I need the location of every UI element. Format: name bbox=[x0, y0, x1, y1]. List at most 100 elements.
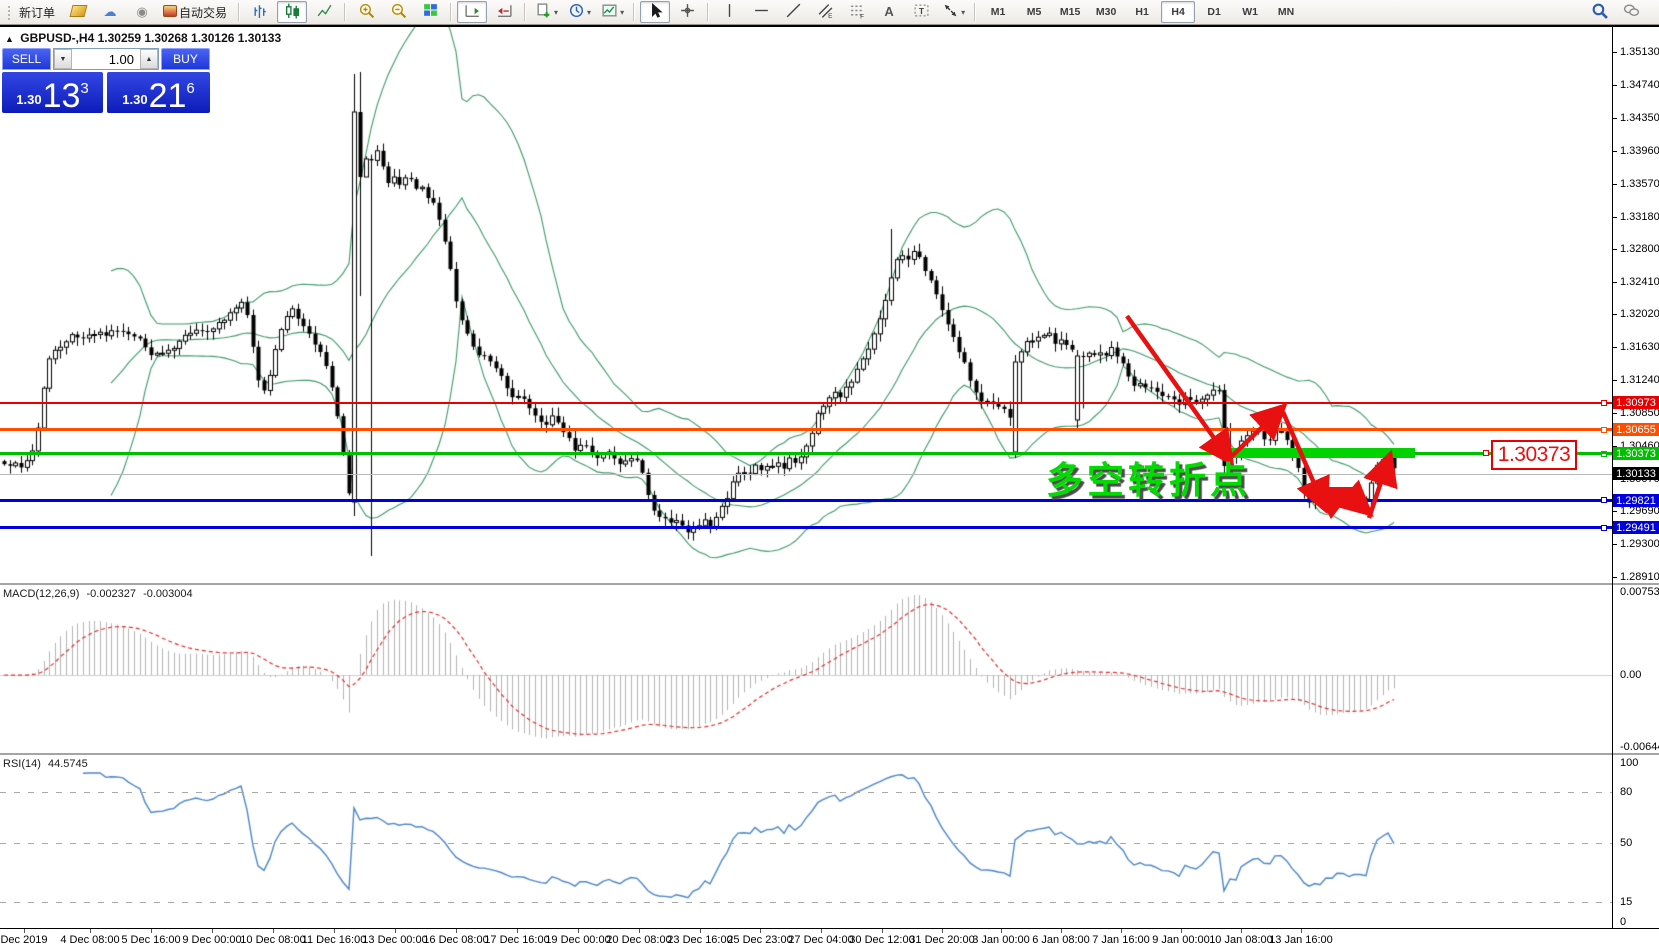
candlestick-button[interactable] bbox=[277, 1, 308, 23]
text-button[interactable]: A bbox=[874, 1, 904, 23]
level-anchor[interactable] bbox=[1601, 427, 1607, 433]
volume-increase-button[interactable]: ▲ bbox=[140, 49, 158, 69]
toolbar-separator bbox=[633, 3, 636, 21]
templates-button[interactable]: ▾ bbox=[597, 1, 628, 23]
new-order-button[interactable]: 新订单 bbox=[13, 1, 61, 23]
sell-quote[interactable]: 1.30 13 3 bbox=[2, 72, 103, 113]
search-icon bbox=[1591, 2, 1608, 22]
timeframe-w1-button[interactable]: W1 bbox=[1242, 6, 1258, 18]
price-tick-label: 1.34740 bbox=[1620, 79, 1659, 91]
broadcast-button[interactable]: ◉ bbox=[127, 1, 157, 23]
price-tick-label: 1.31630 bbox=[1620, 341, 1659, 353]
timeframe-d1-button[interactable]: D1 bbox=[1207, 6, 1221, 18]
time-tick-label: 6 Jan 08:00 bbox=[1032, 934, 1090, 946]
horizontal-line-button[interactable] bbox=[746, 1, 776, 23]
chat-button[interactable] bbox=[1616, 1, 1646, 23]
indicators-button[interactable]: ▾ bbox=[531, 1, 562, 23]
horizontal-level-line-1.30373[interactable] bbox=[0, 452, 1612, 455]
chart-shift-button[interactable] bbox=[489, 1, 519, 23]
arrows-button[interactable]: ▾ bbox=[938, 1, 969, 23]
price-tick-mark bbox=[1612, 217, 1617, 218]
svg-text:T: T bbox=[918, 6, 924, 16]
chat-icon bbox=[1623, 2, 1640, 22]
support-zone-rect[interactable] bbox=[1228, 448, 1415, 458]
price-tag-anchor[interactable] bbox=[1483, 450, 1489, 456]
time-tick-mark bbox=[517, 929, 518, 933]
horizontal-level-line-1.30655[interactable] bbox=[0, 428, 1612, 431]
chevron-down-icon: ▾ bbox=[620, 7, 625, 17]
timeframe-mn-button[interactable]: MN bbox=[1277, 6, 1295, 18]
price-tick-label: 1.31240 bbox=[1620, 374, 1659, 386]
timeframe-h1-button[interactable]: H1 bbox=[1135, 6, 1149, 18]
gold-icon-button[interactable] bbox=[63, 1, 93, 23]
zoom-out-button[interactable] bbox=[383, 1, 413, 23]
price-tick-mark bbox=[1612, 85, 1617, 86]
periods-button[interactable]: ▾ bbox=[564, 1, 595, 23]
panel-separator[interactable] bbox=[0, 583, 1659, 585]
price-tick-label: 1.32800 bbox=[1620, 243, 1659, 255]
chart-ohlc-values: 1.30259 1.30268 1.30126 1.30133 bbox=[97, 31, 282, 45]
cursor-button[interactable] bbox=[640, 1, 671, 23]
timeframe-h4-button[interactable]: H4 bbox=[1161, 1, 1196, 23]
panel-separator[interactable] bbox=[0, 753, 1659, 755]
level-anchor[interactable] bbox=[1601, 525, 1607, 531]
vertical-line-button[interactable] bbox=[714, 1, 744, 23]
text-label-button[interactable]: T bbox=[906, 1, 936, 23]
volume-input[interactable]: 1.00 bbox=[108, 51, 134, 67]
crosshair-button[interactable] bbox=[672, 1, 702, 23]
price-tick-label: 1.33180 bbox=[1620, 211, 1659, 223]
current-price-line bbox=[0, 474, 1612, 475]
crosshair-icon bbox=[679, 2, 696, 22]
fibonacci-button[interactable]: F bbox=[842, 1, 872, 23]
level-anchor[interactable] bbox=[1601, 400, 1607, 406]
level-anchor[interactable] bbox=[1601, 451, 1607, 457]
toolbar-button-label: 自动交易 bbox=[179, 5, 228, 20]
sell-price-big: 13 bbox=[42, 77, 81, 115]
sell-button[interactable]: SELL bbox=[2, 48, 51, 70]
equidistant-channel-button[interactable]: E bbox=[810, 1, 840, 23]
bar-chart-button[interactable] bbox=[245, 1, 275, 23]
time-tick-label: 11 Dec 16:00 bbox=[301, 934, 367, 946]
time-tick-label: 30 Dec 12:00 bbox=[849, 934, 915, 946]
buy-price-small: 1.30 bbox=[122, 92, 148, 107]
chart-title: ▲ GBPUSD-,H4 1.30259 1.30268 1.30126 1.3… bbox=[5, 31, 281, 45]
search-button[interactable] bbox=[1584, 1, 1614, 23]
time-tick-label: 10 Jan 08:00 bbox=[1209, 934, 1273, 946]
vertical-line-icon bbox=[721, 2, 738, 22]
timeframe-m5-button[interactable]: M5 bbox=[1026, 6, 1042, 18]
price-tick-mark bbox=[1612, 184, 1617, 185]
time-tick-label: 4 Dec 08:00 bbox=[60, 934, 120, 946]
timeframe-m15-button[interactable]: M15 bbox=[1059, 6, 1081, 18]
pivot-annotation[interactable]: 多空转折点 bbox=[1046, 460, 1251, 501]
price-tick-mark bbox=[1612, 577, 1617, 578]
timeframe-m30-button[interactable]: M30 bbox=[1095, 6, 1117, 18]
tile-windows-button[interactable] bbox=[415, 1, 445, 23]
time-tick-mark bbox=[90, 929, 91, 933]
level-price-label: 1.30655 bbox=[1613, 423, 1659, 436]
trendline-button[interactable] bbox=[778, 1, 808, 23]
horizontal-level-line-1.30973[interactable] bbox=[0, 402, 1612, 404]
volume-decrease-button[interactable]: ▼ bbox=[54, 49, 72, 69]
rsi-grid-line bbox=[0, 902, 1612, 903]
time-tick-label: 5 Dec 16:00 bbox=[121, 934, 181, 946]
level-anchor[interactable] bbox=[1601, 497, 1607, 503]
price-tag-box[interactable]: 1.30373 bbox=[1491, 440, 1577, 470]
time-tick-mark bbox=[578, 929, 579, 933]
time-tick-mark bbox=[760, 929, 761, 933]
horizontal-level-line-1.29491[interactable] bbox=[0, 526, 1612, 529]
zoom-in-button[interactable] bbox=[351, 1, 381, 23]
auto-trading-button[interactable]: 自动交易 bbox=[159, 1, 233, 23]
buy-button[interactable]: BUY bbox=[161, 48, 210, 70]
time-tick-label: 17 Dec 16:00 bbox=[484, 934, 550, 946]
line-chart-button[interactable] bbox=[309, 1, 339, 23]
time-tick-mark bbox=[1061, 929, 1062, 933]
horizontal-level-line-1.29821[interactable] bbox=[0, 499, 1612, 502]
macd-axis-label: 0.00 bbox=[1620, 669, 1642, 681]
auto-scroll-button[interactable] bbox=[457, 1, 488, 23]
time-tick-mark bbox=[1241, 929, 1242, 933]
toolbar-separator bbox=[450, 3, 453, 21]
time-tick-mark bbox=[456, 929, 457, 933]
timeframe-m1-button[interactable]: M1 bbox=[990, 6, 1006, 18]
buy-quote[interactable]: 1.30 21 6 bbox=[107, 72, 210, 113]
user-cloud-button[interactable]: ☁ bbox=[95, 1, 125, 23]
